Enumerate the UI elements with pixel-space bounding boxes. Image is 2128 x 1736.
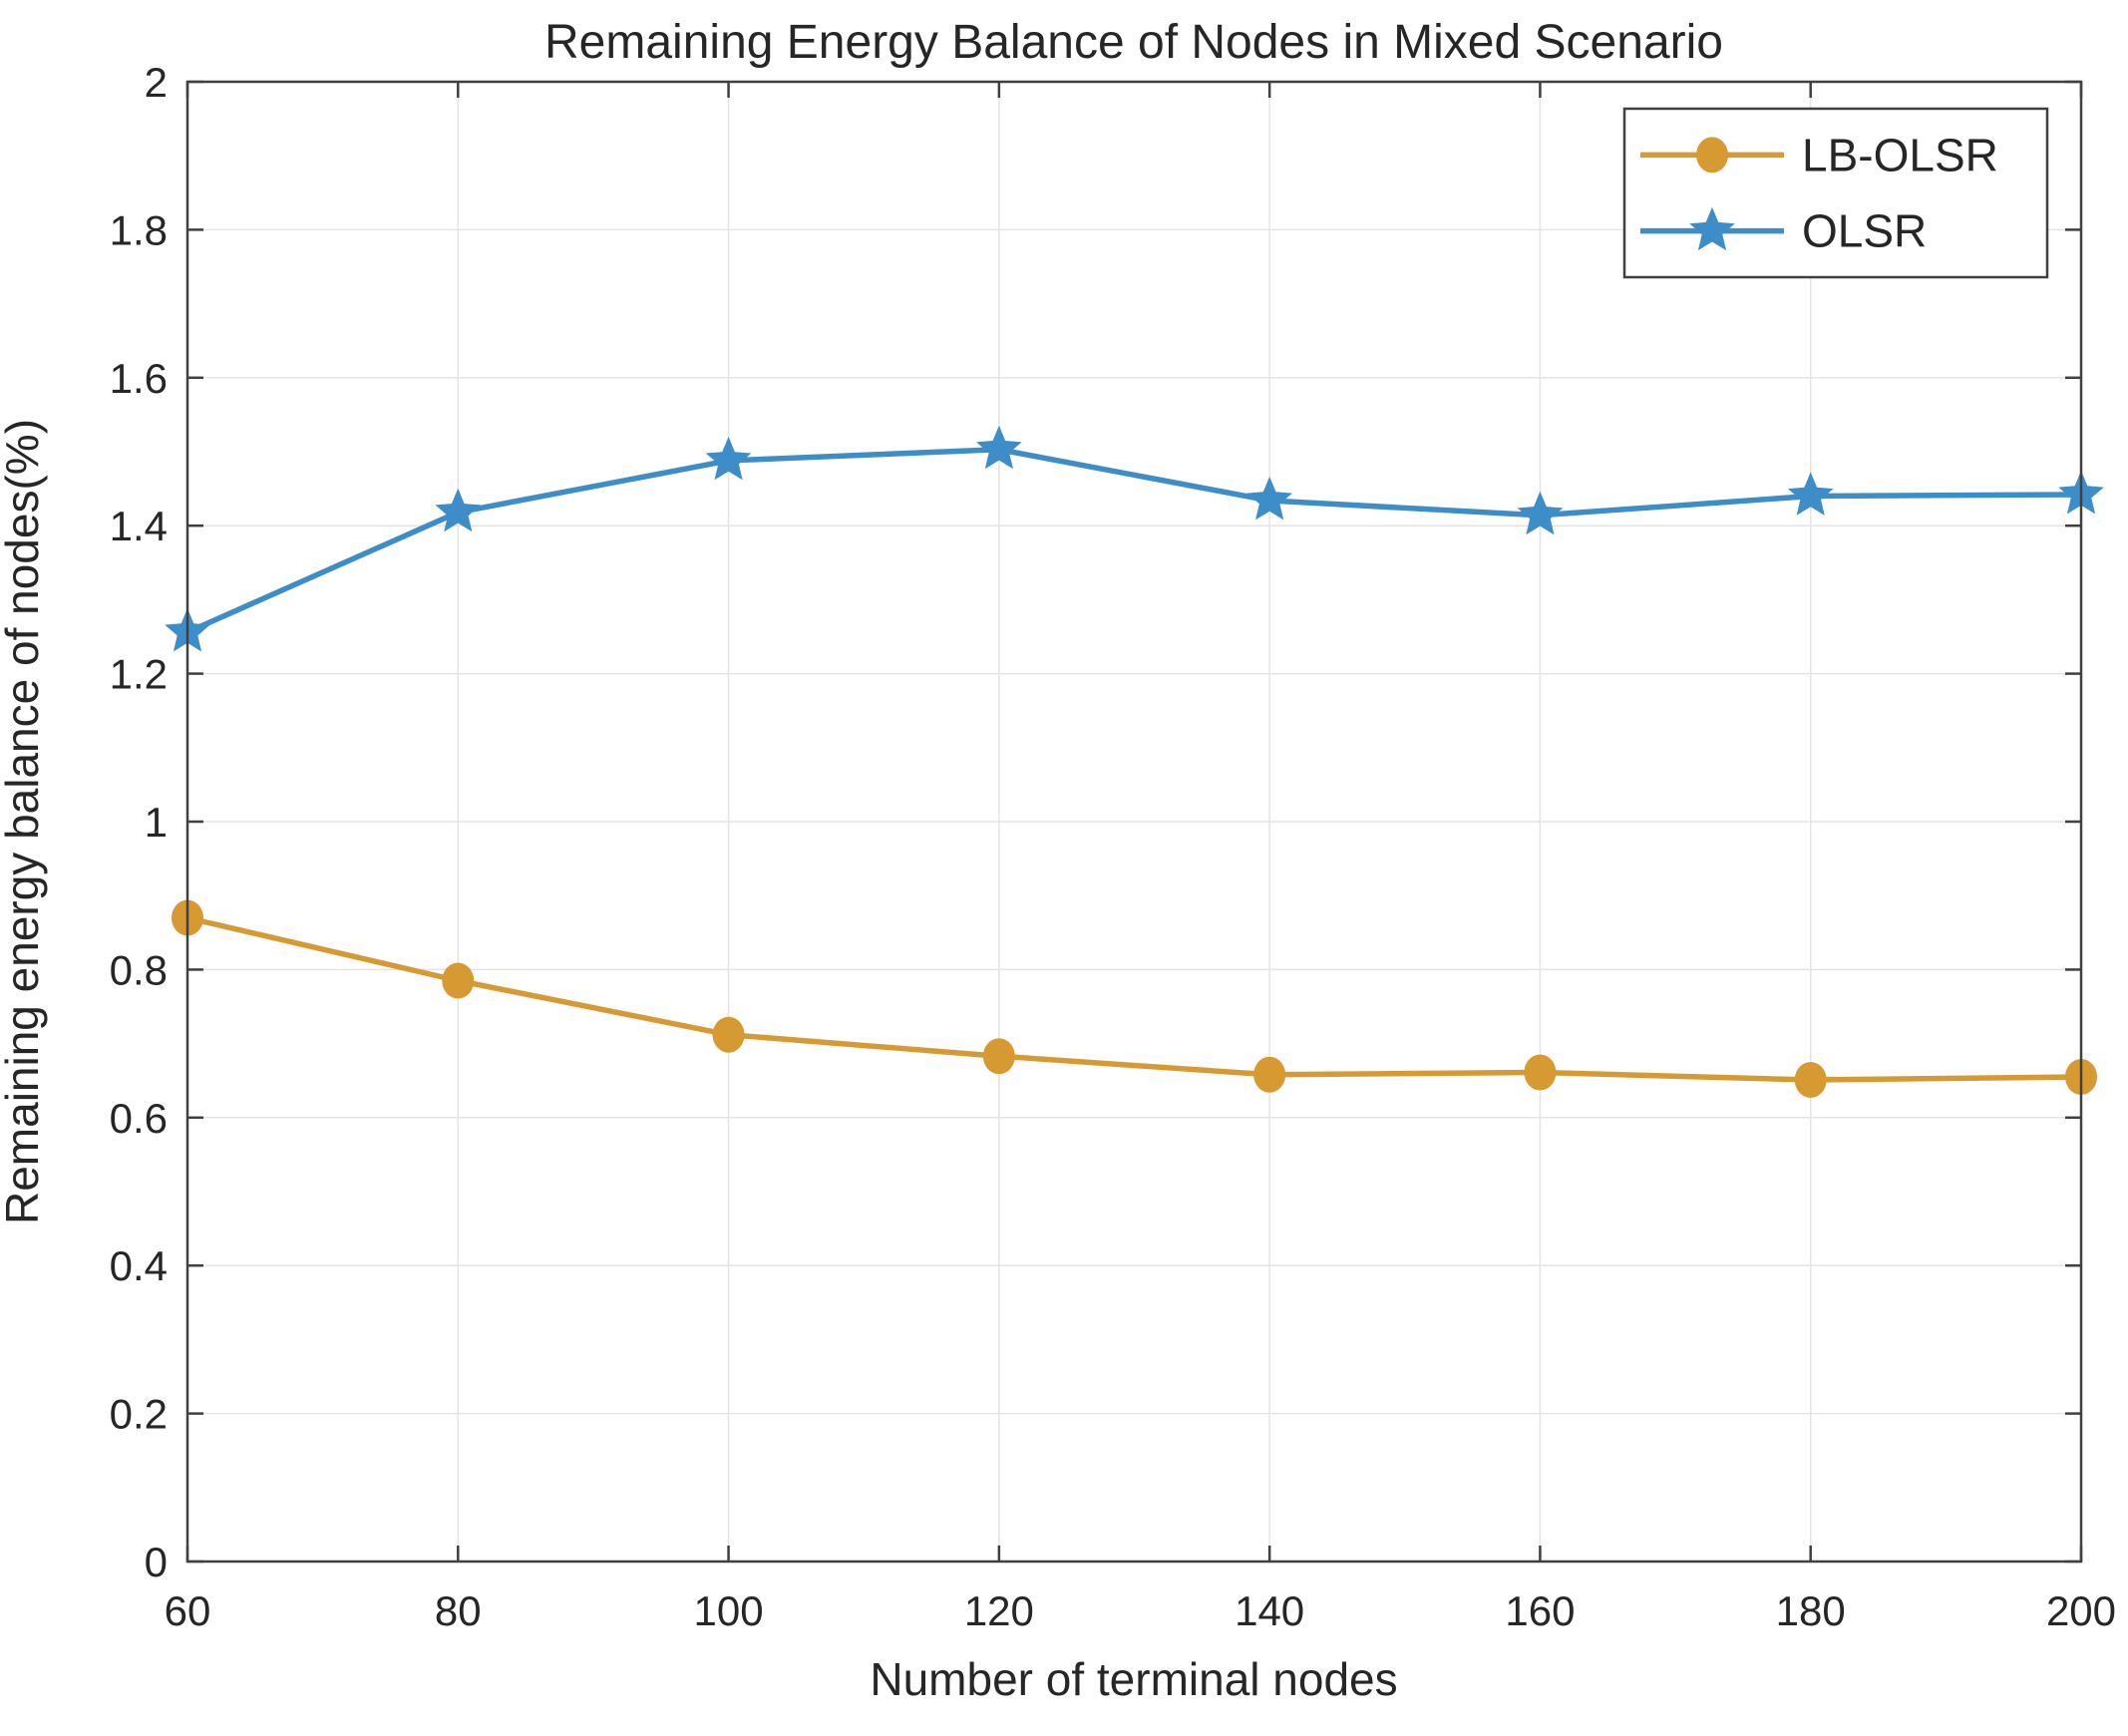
chart-layers: 60 80 100 120 140 160 180 200 0 0.2 0.4 0.6 0.8 1 1.2 1… xyxy=(110,59,2116,1634)
marker-circle xyxy=(442,962,475,999)
x-tick-label: 60 xyxy=(165,1587,211,1634)
marker-star xyxy=(976,425,1022,470)
x-axis-label: Number of terminal nodes xyxy=(870,1653,1397,1705)
y-tick-label: 2 xyxy=(145,59,168,106)
x-tick-label: 80 xyxy=(435,1587,482,1634)
y-tick-label: 1.8 xyxy=(110,206,168,253)
legend-marker-star xyxy=(1689,206,1735,251)
axes xyxy=(185,80,2083,1563)
x-tick-label: 120 xyxy=(964,1587,1034,1634)
y-tick-label: 0.8 xyxy=(110,946,168,993)
y-tick-label: 1.4 xyxy=(110,503,168,549)
marker-star xyxy=(705,436,752,481)
legend-entry-olsr: OLSR xyxy=(1640,205,1927,257)
marker-star xyxy=(1246,477,1292,521)
x-tick-label: 100 xyxy=(694,1587,764,1634)
y-tick-label: 1.2 xyxy=(110,651,168,698)
series-line-olsr xyxy=(184,447,2084,635)
marker-star xyxy=(435,488,482,532)
marker-star xyxy=(1787,472,1834,516)
series-line-lb-olsr xyxy=(184,914,2084,1083)
y-tick-label: 0.6 xyxy=(110,1095,168,1142)
legend-label: LB-OLSR xyxy=(1802,129,1998,180)
y-tick-label: 0.2 xyxy=(110,1391,168,1438)
marker-circle xyxy=(1524,1054,1557,1091)
series-olsr xyxy=(165,425,2104,652)
x-tick-label: 160 xyxy=(1505,1587,1575,1634)
legend-label: OLSR xyxy=(1802,205,1927,257)
marker-star xyxy=(1517,491,1564,535)
marker-circle xyxy=(982,1038,1015,1075)
x-tick-label: 140 xyxy=(1235,1587,1304,1634)
y-axis-label: Remaining energy balance of nodes(%) xyxy=(0,419,48,1224)
x-tick-label: 180 xyxy=(1776,1587,1846,1634)
series-lb-olsr xyxy=(172,899,2097,1098)
y-tick-label: 1.6 xyxy=(110,355,168,402)
tick-labels: 60 80 100 120 140 160 180 200 0 0.2 0.4 0.6 0.8 1 1.2 1… xyxy=(110,59,2116,1634)
marker-circle xyxy=(1794,1061,1827,1098)
y-tick-label: 0.4 xyxy=(110,1242,168,1289)
legend-marker-circle xyxy=(1696,137,1728,174)
legend-box xyxy=(1622,107,2049,279)
y-tick-label: 1 xyxy=(145,799,168,846)
legend-entry-lb-olsr: LB-OLSR xyxy=(1640,129,1998,180)
marker-circle xyxy=(1253,1056,1286,1093)
grid xyxy=(187,82,2081,1562)
x-tick-label: 200 xyxy=(2046,1587,2116,1634)
legend: LB-OLSR OLSR xyxy=(1622,107,2049,279)
marker-circle xyxy=(712,1016,745,1053)
chart-title: Remaining Energy Balance of Nodes in Mix… xyxy=(544,16,1723,69)
y-tick-label: 0 xyxy=(145,1539,168,1585)
